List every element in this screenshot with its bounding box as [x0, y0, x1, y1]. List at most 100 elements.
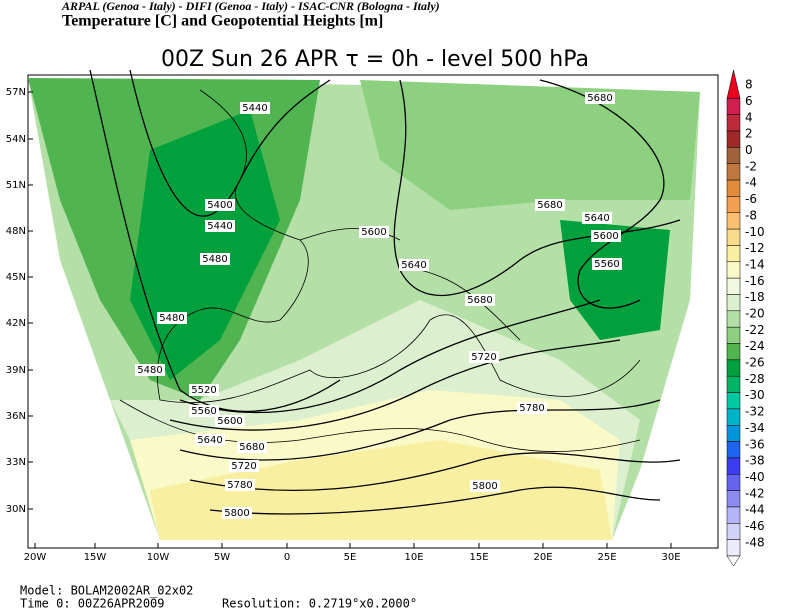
lon-label: 0	[284, 552, 290, 563]
contour-label: 5520	[191, 385, 216, 396]
contour-label-bg	[237, 441, 267, 453]
colorbar-label: -18	[745, 290, 765, 304]
colorbar-label: 6	[745, 94, 753, 108]
contour-label: 5640	[584, 213, 609, 224]
contour-label: 5480	[137, 365, 162, 376]
lon-label: 15W	[84, 552, 107, 563]
colorbar-label: -16	[745, 274, 765, 288]
contour-label-bg	[189, 384, 219, 396]
colorbar-box	[726, 375, 741, 393]
footer-resolution: Resolution: 0.2719°x0.2000°	[222, 597, 417, 611]
contour-label-bg	[469, 351, 499, 363]
contour-label: 5440	[242, 103, 267, 114]
colorbar-box	[726, 343, 741, 361]
colorbar-label: -36	[745, 437, 765, 451]
lat-label: 45N	[6, 272, 26, 283]
colorbar-label: -4	[745, 176, 757, 190]
colorbar-label: -22	[745, 323, 765, 337]
contour-label-bg	[189, 405, 219, 417]
contour-label-bg	[195, 434, 225, 446]
lat-label: 39N	[6, 365, 26, 376]
contour-label: 5440	[207, 221, 232, 232]
contour-label: 5640	[197, 435, 222, 446]
contour-label-bg	[229, 460, 259, 472]
contour-label-bg	[200, 253, 230, 265]
contour-label: 5600	[361, 227, 386, 238]
title: 00Z Sun 26 APR τ = 0h - level 500 hPa	[161, 47, 589, 72]
contour-label: 5680	[239, 442, 264, 453]
colorbar-box	[726, 277, 741, 295]
lat-label: 54N	[6, 134, 26, 145]
colorbar-label: 8	[745, 78, 753, 92]
subtitle: Temperature [C] and Geopotential Heights…	[62, 13, 383, 30]
colorbar-label: -12	[745, 241, 765, 255]
colorbar-arrow	[726, 555, 741, 567]
contour-label-bg	[517, 402, 547, 414]
colorbar-box	[726, 326, 741, 344]
contour-label: 5640	[401, 260, 426, 271]
contour-label-bg	[470, 480, 500, 492]
contour-label-bg	[157, 312, 187, 324]
contour-label: 5560	[594, 259, 619, 270]
contour-label: 5780	[519, 403, 544, 414]
lat-label: 30N	[6, 504, 26, 515]
contour-label-bg	[399, 259, 429, 271]
footer-model: Model: BOLAM2002AR_02x02	[20, 584, 193, 598]
contour-label: 5400	[207, 200, 232, 211]
lon-label: 25E	[597, 552, 616, 563]
lat-label: 33N	[6, 457, 26, 468]
colorbar-box	[726, 294, 741, 312]
contour-label-bg	[465, 294, 495, 306]
contour-label: 5480	[159, 313, 184, 324]
lat-label: 51N	[6, 180, 26, 191]
lon-label: 5E	[344, 552, 357, 563]
colorbar-label: -10	[745, 225, 765, 239]
colorbar-box	[726, 179, 741, 197]
map	[27, 69, 719, 549]
colorbar-box	[726, 196, 741, 214]
colorbar-label: -6	[745, 192, 757, 206]
colorbar-label: -28	[745, 372, 765, 386]
contour-label-bg	[135, 364, 165, 376]
colorbar-box	[726, 147, 741, 164]
contour-label: 5680	[537, 200, 562, 211]
contour-label-bg	[205, 220, 235, 232]
colorbar-box	[726, 392, 741, 410]
colorbar-box	[726, 359, 741, 377]
contour-label-bg	[592, 258, 622, 270]
colorbar-box	[726, 212, 741, 230]
contour-label: 5600	[217, 416, 242, 427]
lon-label: 15E	[469, 552, 488, 563]
contour-label-bg	[240, 102, 270, 114]
colorbar-box	[726, 130, 741, 148]
colorbar-label: -40	[745, 470, 765, 484]
contour-label: 5720	[231, 461, 256, 472]
contour-label: 5720	[471, 352, 496, 363]
colorbar-box	[726, 261, 741, 279]
colorbar-arrow	[726, 69, 741, 99]
contour-label-bg	[215, 415, 245, 427]
lat-label: 36N	[6, 411, 26, 422]
colorbar-box	[726, 98, 741, 115]
contour-label-bg	[582, 212, 612, 224]
contour-label-bg	[205, 199, 235, 211]
colorbar-box	[726, 506, 741, 524]
contour-label-bg	[225, 479, 255, 491]
lon-label: 10W	[147, 552, 170, 563]
colorbar-label: 4	[745, 110, 753, 124]
colorbar-box	[726, 457, 741, 475]
colorbar-label: -2	[745, 159, 757, 173]
colorbar-label: -48	[745, 535, 765, 549]
colorbar-box	[726, 163, 741, 181]
contour-label: 5560	[191, 406, 216, 417]
lon-label: 5W	[214, 552, 230, 563]
colorbar-label: -32	[745, 405, 765, 419]
contour-label-bg	[535, 199, 565, 211]
contour-label-bg	[222, 507, 252, 519]
colorbar-label: -20	[745, 307, 765, 321]
lon-label: 20E	[533, 552, 552, 563]
contour-label: 5780	[227, 480, 252, 491]
contour-label: 5480	[202, 254, 227, 265]
lat-label: 42N	[6, 318, 26, 329]
